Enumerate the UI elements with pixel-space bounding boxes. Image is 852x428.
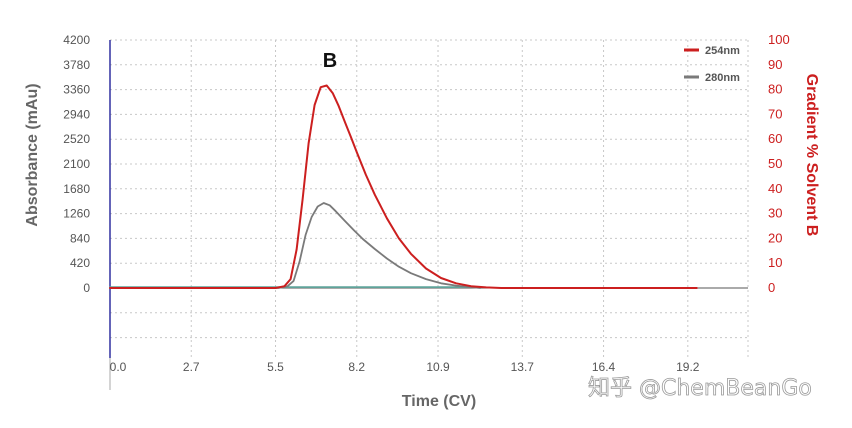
y2-tick-label: 10 — [768, 255, 782, 270]
y2-tick-label: 70 — [768, 106, 782, 121]
y-tick-label: 420 — [70, 256, 90, 270]
y-tick-label: 2100 — [63, 157, 90, 171]
y2-tick-label: 90 — [768, 57, 782, 72]
y2-tick-label: 60 — [768, 131, 782, 146]
peak-annotation: B — [323, 50, 337, 72]
x-tick-label: 8.2 — [348, 360, 365, 374]
x-tick-label: 5.5 — [267, 360, 284, 374]
watermark-text: 知乎 @ChemBeanGo — [588, 376, 812, 401]
y-tick-label: 4200 — [63, 33, 90, 47]
x-tick-label: 13.7 — [511, 360, 535, 374]
x-tick-labels: 0.0 2.7 5.5 8.2 10.9 13.7 16.4 19.2 — [110, 360, 700, 374]
y-tick-label: 3780 — [63, 58, 90, 72]
series-lines — [109, 84, 698, 289]
y2-tick-label: 0 — [768, 280, 775, 295]
series-line-280nm — [109, 202, 482, 289]
y-tick-label: 2940 — [63, 107, 90, 121]
y2-tick-label: 30 — [768, 206, 782, 221]
y-tick-label: 2520 — [63, 132, 90, 146]
x-tick-label: 19.2 — [676, 360, 700, 374]
series-line-254nm — [109, 84, 698, 289]
y-axis-title: Absorbance (mAu) — [24, 83, 41, 226]
y2-tick-label: 20 — [768, 230, 782, 245]
y2-tick-label: 100 — [768, 32, 790, 47]
y2-tick-label: 50 — [768, 156, 782, 171]
y-tick-label: 3360 — [63, 83, 90, 97]
x-axis-title: Time (CV) — [402, 393, 476, 410]
y2-tick-label: 40 — [768, 181, 782, 196]
y2-tick-label: 80 — [768, 82, 782, 97]
legend-label-280nm: 280nm — [705, 72, 740, 84]
y-tick-label: 1260 — [63, 207, 90, 221]
x-tick-label: 0.0 — [110, 360, 127, 374]
legend-label-254nm: 254nm — [705, 45, 740, 57]
x-tick-label: 2.7 — [183, 360, 200, 374]
y-tick-label: 840 — [70, 231, 90, 245]
legend: 254nm 280nm — [684, 45, 740, 84]
grid-lines — [109, 39, 749, 358]
y-tick-label: 1680 — [63, 182, 90, 196]
y2-axis-title: Gradient % Solvent B — [803, 74, 820, 237]
x-tick-label: 16.4 — [592, 360, 616, 374]
y-tick-label: 0 — [83, 281, 90, 295]
x-tick-label: 10.9 — [426, 360, 450, 374]
